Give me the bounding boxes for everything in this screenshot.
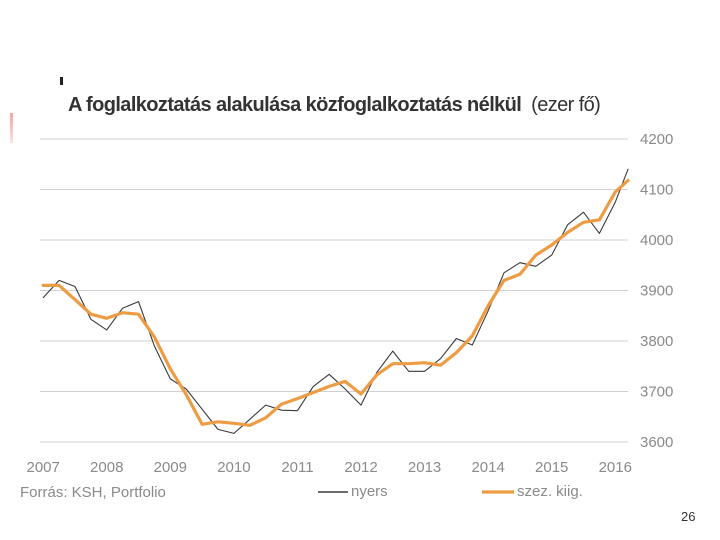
grid-lines: [40, 138, 628, 443]
y-tick-label-4000: 4000: [640, 232, 673, 249]
x-tick-label-2007: 2007: [26, 459, 59, 476]
y-tick-label-4100: 4100: [640, 182, 673, 199]
legend-label-szez-kiig: szez. kiig.: [517, 483, 583, 500]
slide-tick-mark: [60, 77, 63, 85]
x-tick-label-2016: 2016: [599, 459, 632, 476]
y-axis-ticks: 4200 4100 4000 3900 3800 3700 3600: [640, 131, 673, 451]
y-tick-label-3900: 3900: [640, 283, 673, 300]
x-tick-label-2015: 2015: [535, 459, 568, 476]
x-tick-label-2014: 2014: [471, 459, 504, 476]
chart-title: A foglalkoztatás alakulása közfoglalkozt…: [68, 94, 601, 117]
chart-title-unit: (ezer fő): [531, 94, 601, 116]
chart-source: Forrás: KSH, Portfolio: [20, 484, 166, 501]
y-tick-label-4200: 4200: [640, 131, 673, 148]
legend-label-nyers: nyers: [351, 483, 388, 500]
x-tick-label-2008: 2008: [90, 459, 123, 476]
series-line-szez-kiig: [41, 178, 630, 427]
x-tick-label-2012: 2012: [344, 459, 377, 476]
x-tick-label-2009: 2009: [154, 459, 187, 476]
legend-swatch-nyers: [318, 490, 348, 493]
slide-accent-bar: [10, 113, 13, 143]
series-lines: [41, 168, 630, 434]
legend-item-nyers: nyers: [318, 483, 388, 500]
legend-swatch-szez-kiig: [482, 489, 514, 494]
x-tick-label-2013: 2013: [408, 459, 441, 476]
legend-item-szez-kiig: szez. kiig.: [482, 483, 583, 500]
chart-title-text: A foglalkoztatás alakulása közfoglalkozt…: [68, 94, 522, 116]
x-tick-label-2010: 2010: [217, 459, 250, 476]
y-tick-label-3800: 3800: [640, 333, 673, 350]
y-tick-label-3600: 3600: [640, 434, 673, 451]
page-number: 26: [681, 509, 696, 524]
y-tick-label-3700: 3700: [640, 384, 673, 401]
x-tick-label-2011: 2011: [281, 459, 313, 476]
x-axis-ticks: 2007 2008 2009 2010 2011 2012 2013 2014 2015 2016: [26, 459, 631, 476]
series-line-nyers: [42, 168, 629, 434]
